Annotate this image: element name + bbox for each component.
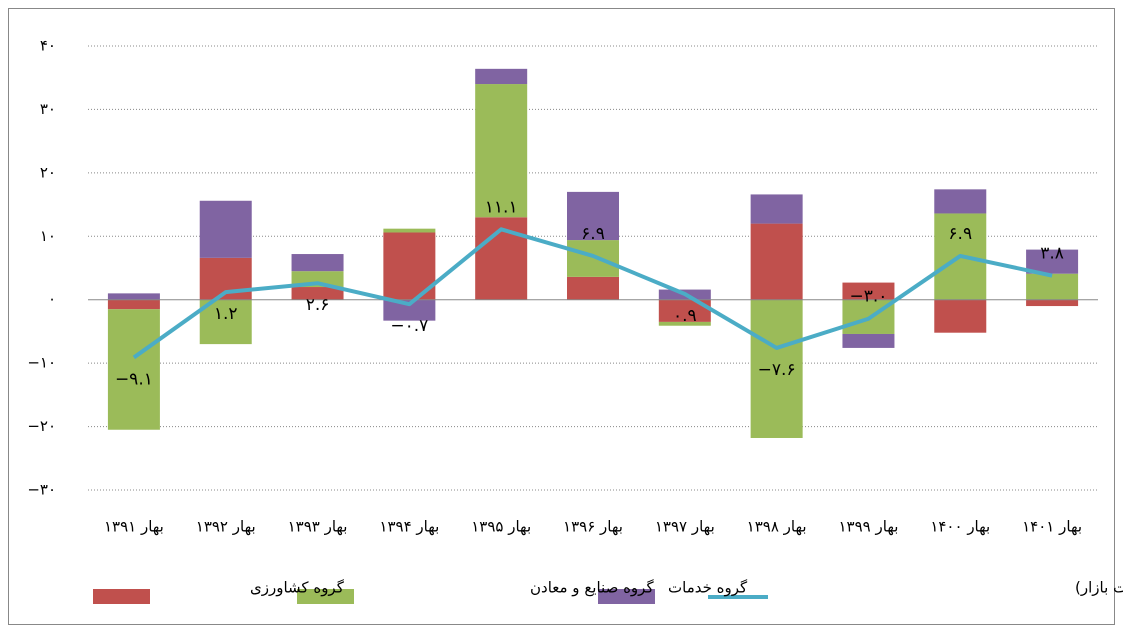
x-tick-label: بهار ۱۳۹۵ bbox=[471, 518, 531, 536]
y-tick-label: ۴۰ bbox=[40, 37, 56, 55]
bar-segment bbox=[750, 299, 803, 438]
bar-segment bbox=[383, 228, 436, 233]
bar-segment bbox=[291, 287, 344, 300]
bar-segment bbox=[1026, 273, 1079, 300]
bar-segment bbox=[291, 254, 344, 272]
y-tick-label: −۱۰ bbox=[27, 354, 56, 372]
x-tick-label: بهار ۱۳۹۲ bbox=[196, 518, 256, 536]
x-tick-label: بهار ۱۳۹۱ bbox=[104, 518, 164, 536]
legend-swatch bbox=[93, 589, 150, 604]
bar-segment bbox=[750, 194, 803, 224]
bar-segment bbox=[658, 321, 711, 326]
bar-segment bbox=[199, 200, 252, 258]
bar-segment bbox=[567, 276, 619, 300]
bar-segment bbox=[658, 299, 711, 322]
x-tick-label: بهار ۱۴۰۰ bbox=[930, 518, 990, 536]
bar-segment bbox=[107, 299, 160, 310]
y-tick-label: ۱۰ bbox=[40, 227, 56, 245]
bar-segment bbox=[1026, 249, 1079, 274]
legend-swatch bbox=[598, 589, 655, 604]
x-tick-label: بهار ۱۳۹۳ bbox=[288, 518, 348, 536]
legend-label: گروه صنایع و معادن bbox=[530, 579, 654, 597]
y-tick-label: ۰ bbox=[48, 290, 56, 308]
legend-label: گروه کشاورزی bbox=[250, 579, 345, 597]
legend-label: گروه خدمات bbox=[668, 579, 748, 597]
y-tick-label: ۳۰ bbox=[40, 100, 56, 118]
bar-segment bbox=[934, 299, 987, 333]
bar-segment bbox=[567, 240, 619, 277]
data-label: ۰.۹ bbox=[673, 306, 697, 326]
x-tick-label: بهار ۱۳۹۶ bbox=[563, 518, 623, 536]
data-label: ۲.۶ bbox=[306, 295, 330, 315]
x-tick-label: بهار ۱۴۰۱ bbox=[1022, 518, 1082, 536]
bar-segment bbox=[750, 223, 803, 300]
data-label: −۳.۰ bbox=[849, 287, 887, 307]
bar-segment bbox=[475, 68, 528, 85]
line-series bbox=[132, 227, 1053, 360]
y-tick-label: ۲۰ bbox=[40, 163, 56, 181]
legend-label: محصول ناخالص داخلی (به قیمت بازار) bbox=[1075, 579, 1123, 597]
x-tick-label: بهار ۱۳۹۹ bbox=[839, 518, 899, 536]
x-tick-label: بهار ۱۳۹۷ bbox=[655, 518, 715, 536]
bar-segment bbox=[842, 282, 895, 300]
data-label: ۶.۹ bbox=[581, 224, 605, 244]
data-label: ۶.۹ bbox=[948, 224, 972, 244]
bar-segment bbox=[1026, 299, 1079, 307]
bar-segment bbox=[567, 191, 619, 241]
data-label: ۱.۲ bbox=[214, 304, 238, 324]
x-tick-label: بهار ۱۳۹۴ bbox=[379, 518, 439, 536]
bar-segment bbox=[475, 84, 528, 218]
data-label: −۰.۷ bbox=[390, 316, 428, 336]
data-label: −۹.۱ bbox=[115, 369, 153, 389]
bar-segment bbox=[107, 293, 160, 300]
legend-swatch bbox=[297, 589, 354, 604]
bar-segment bbox=[199, 299, 252, 345]
data-label: −۷.۶ bbox=[758, 360, 796, 380]
data-label: ۳.۸ bbox=[1040, 244, 1064, 264]
x-tick-label: بهار ۱۳۹۸ bbox=[747, 518, 807, 536]
bar-segment bbox=[842, 333, 895, 348]
y-tick-label: −۲۰ bbox=[27, 417, 56, 435]
data-label: ۱۱.۱ bbox=[485, 197, 518, 217]
bar-segment bbox=[107, 309, 160, 430]
bar-segment bbox=[934, 189, 987, 214]
bar-segment bbox=[383, 299, 436, 321]
y-tick-label: −۳۰ bbox=[27, 481, 56, 499]
